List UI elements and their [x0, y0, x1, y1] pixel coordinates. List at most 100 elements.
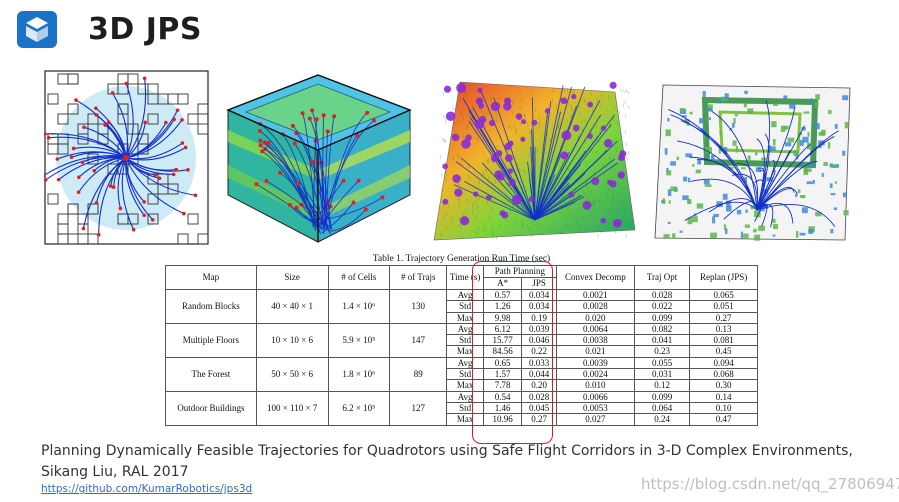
cell-convex: 0.0064: [555, 322, 635, 336]
cell-convex: 0.0039: [555, 356, 635, 370]
cell-traj-opt: 0.24: [633, 413, 691, 426]
cell-jps: 0.19: [521, 311, 557, 324]
table-row: Max 7.78 0.20 0.010 0.12 0.30: [166, 379, 758, 392]
table-row: Random Blocks 40 × 40 × 1 1.4 × 10⁶ 130 Avg 0…: [165, 288, 758, 324]
cell-convex: 0.0021: [555, 288, 635, 302]
cell-replan: 0.47: [689, 413, 758, 426]
cell-size: 10 × 10 × 6: [255, 322, 329, 358]
table-row: Std 1.26 0.034 0.0028 0.022 0.051: [166, 300, 758, 313]
cell-jps: 0.046: [521, 334, 557, 347]
cell-replan: 0.30: [689, 379, 758, 392]
cell-replan: 0.051: [689, 300, 758, 313]
cell-astar: 0.57: [482, 288, 523, 302]
cell-map: The Forest: [165, 356, 257, 392]
cell-stat-label: Std: [446, 368, 484, 381]
cell-stat-label: Avg: [446, 356, 484, 370]
cell-trajs: 130: [389, 289, 448, 324]
citation-line-1: Planning Dynamically Feasible Trajectori…: [41, 443, 853, 459]
cell-jps: 0.034: [521, 288, 557, 302]
header-map: Map: [165, 265, 257, 290]
cell-map: Random Blocks: [165, 289, 257, 324]
citation-line-2: Sikang Liu, RAL 2017: [41, 464, 189, 480]
cell-jps: 0.27: [521, 413, 557, 426]
cell-convex: 0.027: [555, 413, 635, 426]
table-row: Multiple Floors 10 × 10 × 6 5.9 × 10⁵ 147 Av…: [165, 322, 758, 358]
github-link[interactable]: https://github.com/KumarRobotics/jps3d: [41, 483, 253, 495]
figure-multiple-floors: [218, 70, 418, 245]
cell-trajs: 89: [389, 356, 448, 392]
cell-jps: 0.034: [521, 300, 557, 313]
cell-replan: 0.081: [689, 334, 758, 347]
figure-forest: [430, 70, 638, 245]
cell-traj-opt: 0.031: [633, 368, 691, 381]
cell-stat-label: Avg: [446, 288, 484, 302]
header-trajs: # of Trajs: [389, 265, 448, 290]
cell-jps: 0.028: [521, 390, 557, 403]
logo-icon: [26, 17, 48, 42]
logo: [17, 11, 57, 48]
cell-cells: 1.4 × 10⁶: [327, 289, 391, 324]
cell-convex: 0.0024: [555, 368, 635, 381]
table-row: Std 15.77 0.046 0.0038 0.041 0.081: [166, 334, 758, 347]
figure-outdoor-buildings: [645, 70, 855, 245]
cell-jps: 0.045: [521, 401, 557, 415]
table-row: Std 1.57 0.044 0.0024 0.031 0.068: [166, 368, 758, 381]
cell-replan: 0.14: [689, 390, 758, 403]
cell-convex: 0.0038: [555, 334, 635, 347]
run-time-table-container: Table 1. Trajectory Generation Run Time …: [165, 253, 758, 426]
run-time-table: Map Size # of Cells # of Trajs Time (s) …: [165, 265, 758, 426]
cell-jps: 0.044: [521, 368, 557, 381]
cell-traj-opt: 0.099: [633, 390, 691, 403]
cell-replan: 0.094: [689, 356, 758, 370]
cell-replan: 0.068: [689, 368, 758, 381]
cell-replan: 0.45: [689, 345, 758, 358]
cell-astar: 1.46: [482, 401, 523, 415]
cell-replan: 0.27: [689, 311, 758, 324]
cell-traj-opt: 0.028: [633, 288, 691, 302]
header-traj-opt: Traj Opt: [633, 265, 691, 290]
header-convex-decomp: Convex Decomp: [555, 265, 635, 290]
cell-convex: 0.020: [555, 311, 635, 324]
header-size: Size: [255, 265, 329, 290]
slide-title: 3D JPS: [88, 12, 202, 47]
cell-cells: 1.8 × 10⁶: [327, 356, 391, 392]
table-row: Max 9.98 0.19 0.020 0.099 0.27: [166, 311, 758, 324]
citation: Planning Dynamically Feasible Trajectori…: [41, 441, 853, 483]
cell-traj-opt: 0.099: [633, 311, 691, 324]
cell-stat-label: Max: [446, 345, 484, 358]
cell-traj-opt: 0.055: [633, 356, 691, 370]
cell-stat-label: Avg: [446, 390, 484, 403]
cell-traj-opt: 0.022: [633, 300, 691, 313]
cell-convex: 0.0053: [555, 401, 635, 415]
table-caption: Table 1. Trajectory Generation Run Time …: [372, 254, 551, 264]
cell-traj-opt: 0.064: [633, 401, 691, 415]
cell-convex: 0.0028: [555, 300, 635, 313]
cell-jps: 0.22: [521, 345, 557, 358]
cell-size: 100 × 110 × 7: [255, 390, 329, 426]
cell-stat-label: Std: [446, 300, 484, 313]
cell-cells: 6.2 × 10⁵: [327, 390, 391, 426]
header-cells: # of Cells: [327, 265, 391, 290]
header-replan: Replan (JPS): [689, 265, 758, 290]
highlight-path-planning: [472, 261, 553, 444]
table-row: Max 84.56 0.22 0.021 0.23 0.45: [166, 345, 758, 358]
cell-astar: 84.56: [482, 345, 523, 358]
cell-jps: 0.20: [521, 379, 557, 392]
cell-cells: 5.9 × 10⁵: [327, 322, 391, 358]
watermark: https://blog.csdn.net/qq_27806947: [641, 475, 899, 493]
cell-size: 50 × 50 × 6: [255, 356, 329, 392]
cell-stat-label: Avg: [446, 322, 484, 336]
cell-astar: 9.98: [482, 311, 523, 324]
cell-stat-label: Std: [446, 334, 484, 347]
table-row: Max 10.96 0.27 0.027 0.24 0.47: [166, 413, 758, 426]
table-row: The Forest 50 × 50 × 6 1.8 × 10⁶ 89 Avg 0.65 0…: [165, 356, 758, 392]
cell-replan: 0.10: [689, 401, 758, 415]
cell-convex: 0.0066: [555, 390, 635, 403]
cell-replan: 0.13: [689, 322, 758, 336]
cell-stat-label: Max: [446, 311, 484, 324]
table-row: Outdoor Buildings 100 × 110 × 7 6.2 × 10⁵ 1…: [165, 390, 758, 426]
cell-jps: 0.033: [521, 356, 557, 370]
table-row: Std 1.46 0.045 0.0053 0.064 0.10: [166, 401, 758, 415]
cell-astar: 6.12: [482, 322, 523, 336]
cell-traj-opt: 0.082: [633, 322, 691, 336]
